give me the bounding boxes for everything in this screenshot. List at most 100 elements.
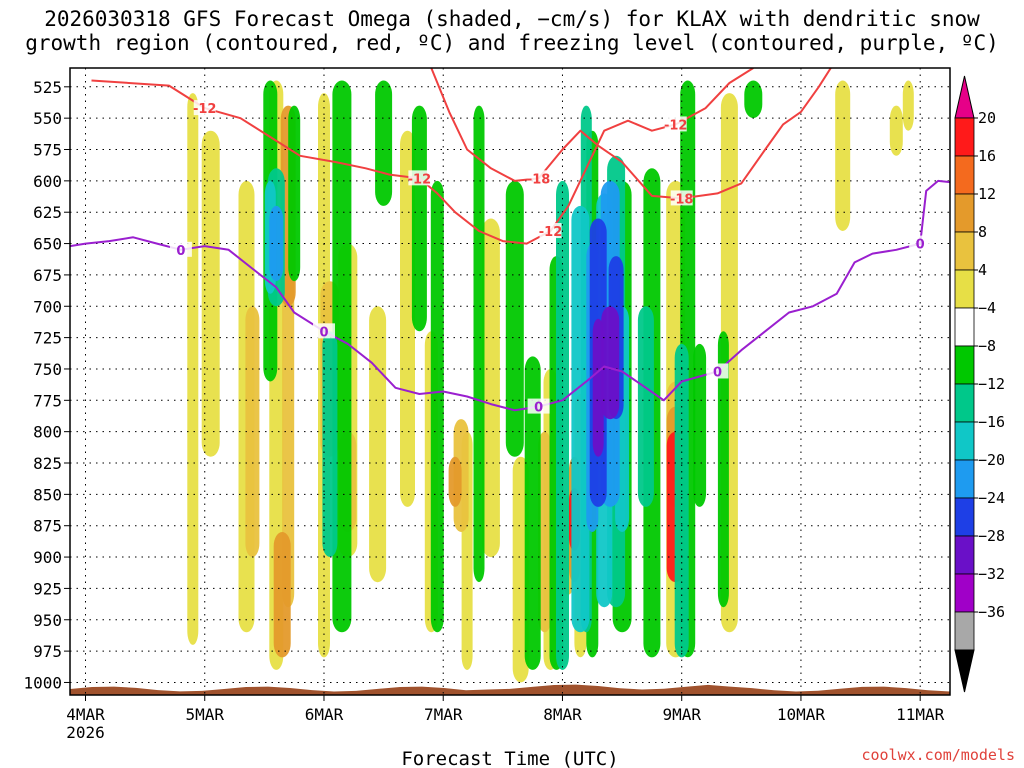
contour-label: -12 xyxy=(539,225,563,240)
contour-label-bg xyxy=(539,223,562,239)
omega-cell xyxy=(288,105,301,282)
x-tick-label: 4MAR xyxy=(66,705,105,724)
colorbar-swatch xyxy=(954,535,975,575)
contour-label-bg xyxy=(193,100,216,116)
omega-cell xyxy=(369,306,387,583)
y-tick-label: 900 xyxy=(33,548,62,567)
plot-area: 0 0 0 0 0 -12 -12 -12 -12 -18 -18 xyxy=(69,67,951,696)
chart-title-line-2: growth region (contoured, red, ºC) and f… xyxy=(25,31,999,55)
colorbar-label: 16 xyxy=(978,147,996,165)
y-tick-label: 550 xyxy=(33,109,62,128)
y-tick-label: 925 xyxy=(33,579,62,598)
omega-cell xyxy=(411,105,427,332)
colorbar-label: −8 xyxy=(978,337,996,355)
colorbar-label: 8 xyxy=(978,223,987,241)
y-tick-label: 575 xyxy=(33,141,62,160)
y-tick-label: 650 xyxy=(33,235,62,254)
chart-title-line-1: 2026030318 GFS Forecast Omega (shaded, −… xyxy=(44,7,980,31)
colorbar-swatch xyxy=(954,117,975,157)
colorbar-label: −32 xyxy=(978,565,1005,583)
omega-cell xyxy=(269,205,284,282)
x-tick-label: 8MAR xyxy=(543,705,582,724)
x-tick-year: 2026 xyxy=(66,723,105,742)
colorbar-label: −24 xyxy=(978,489,1005,507)
omega-cell xyxy=(538,431,552,633)
contour-label-bg xyxy=(312,323,335,339)
omega-cell xyxy=(592,318,604,457)
x-tick-label: 7MAR xyxy=(424,705,463,724)
y-tick-label: 975 xyxy=(33,642,62,661)
colorbar-swatch xyxy=(954,497,975,537)
contour-label: 0 xyxy=(319,325,328,340)
contour-label-bg xyxy=(706,363,729,379)
omega-cell xyxy=(524,356,541,670)
dgz-contour-minus12 xyxy=(91,68,754,245)
x-tick-label: 10MAR xyxy=(777,705,826,724)
colorbar-label: −20 xyxy=(978,451,1005,469)
omega-cell xyxy=(322,331,338,557)
omega-cell xyxy=(430,180,444,633)
contour-label: -18 xyxy=(527,172,551,187)
y-tick-label: 1000 xyxy=(23,673,62,692)
y-axis: 525 550 575 600 625 650 675 700 725 750 775 800 825 8… xyxy=(23,78,70,692)
contour-label-bg xyxy=(527,170,550,186)
contour-label: 0 xyxy=(713,365,722,380)
colorbar-swatch xyxy=(954,231,975,271)
contour-label: -12 xyxy=(664,118,688,133)
x-axis-title: Forecast Time (UTC) xyxy=(401,748,618,768)
y-tick-label: 750 xyxy=(33,360,62,379)
x-tick-label: 6MAR xyxy=(305,705,344,724)
contour-label: -12 xyxy=(193,102,217,117)
colorbar-label: −12 xyxy=(978,375,1005,393)
colorbar-swatch xyxy=(954,155,975,195)
omega-cell xyxy=(201,130,220,457)
contour-label: 0 xyxy=(916,238,925,253)
omega-cell xyxy=(481,218,500,558)
colorbar-label: −36 xyxy=(978,603,1005,621)
colorbar-swatch xyxy=(954,193,975,233)
colorbar-label: 12 xyxy=(978,185,996,203)
y-tick-label: 600 xyxy=(33,172,62,191)
y-tick-label: 800 xyxy=(33,423,62,442)
colorbar-swatch xyxy=(954,459,975,499)
omega-cell xyxy=(505,180,524,457)
y-tick-label: 875 xyxy=(33,517,62,536)
plot-frame xyxy=(69,67,951,696)
contour-label: -12 xyxy=(408,172,432,187)
omega-cell xyxy=(889,105,903,156)
omega-cell xyxy=(902,80,914,131)
x-tick-label: 11MAR xyxy=(896,705,945,724)
y-tick-label: 950 xyxy=(33,611,62,630)
y-tick-label: 700 xyxy=(33,297,62,316)
credit-text: coolwx.com/models xyxy=(861,746,1015,764)
y-tick-label: 725 xyxy=(33,329,62,348)
contour-label-bg xyxy=(670,190,693,206)
omega-cell xyxy=(744,80,763,119)
x-axis: 4MAR 5MAR 6MAR 7MAR 8MAR 9MAR 10MAR 11MAR 2026 xyxy=(66,695,945,742)
omega-cell xyxy=(473,105,485,583)
y-tick-label: 775 xyxy=(33,391,62,410)
colorbar-swatch xyxy=(954,573,975,613)
omega-cell xyxy=(375,80,393,206)
omega-cell xyxy=(637,306,654,507)
colorbar-label: 4 xyxy=(978,261,987,279)
contour-label-bg xyxy=(169,241,192,257)
contour-label-bg xyxy=(664,116,687,132)
colorbar-swatch xyxy=(954,383,975,423)
y-tick-label: 675 xyxy=(33,266,62,285)
y-tick-label: 525 xyxy=(33,78,62,97)
colorbar-label: −4 xyxy=(978,299,996,317)
contours: 0 0 0 0 0 -12 -12 -12 -12 -18 -18 xyxy=(70,68,950,416)
contour-label: -18 xyxy=(670,192,694,207)
y-tick-label: 625 xyxy=(33,203,62,222)
colorbar-bottom-arrow xyxy=(954,649,975,693)
omega-cell xyxy=(674,343,689,658)
omega-cell xyxy=(187,93,199,645)
colorbar-label: −16 xyxy=(978,413,1005,431)
contour-label: 0 xyxy=(176,244,185,259)
omega-cell xyxy=(273,532,291,658)
colorbar-swatch xyxy=(954,421,975,461)
omega-cell xyxy=(835,80,851,231)
colorbar: 20 16 12 8 4 −4 −8 −12 −16 −20 −24 −28 −32 −36 xyxy=(954,75,1005,693)
